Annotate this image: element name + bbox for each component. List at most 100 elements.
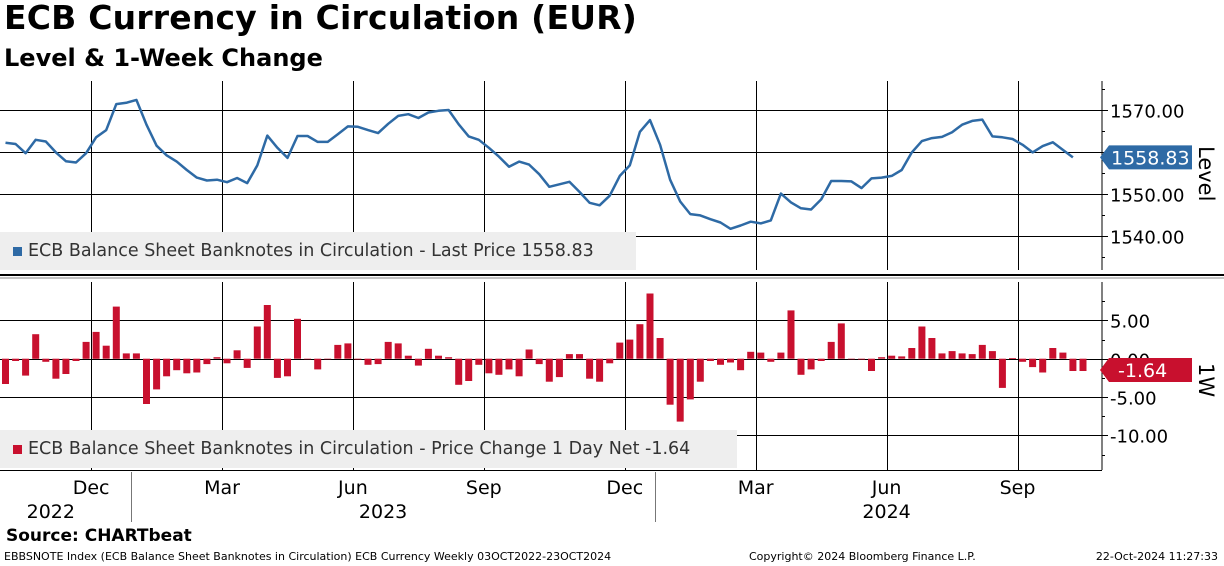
year-label: 2023	[359, 501, 407, 523]
bar-week-19	[193, 358, 201, 373]
bar-week-30	[304, 358, 312, 360]
copyright: Copyright© 2024 Bloomberg Finance L.P.	[749, 550, 976, 563]
change-axis-label: 1W	[1194, 363, 1218, 397]
legend-change: ECB Balance Sheet Banknotes in Circulati…	[0, 430, 737, 468]
bar-week-48	[485, 358, 493, 374]
change-last-box	[1100, 358, 1192, 382]
bar-week-61	[616, 342, 624, 359]
bar-week-83	[837, 323, 845, 359]
bar-week-23	[233, 350, 241, 359]
bar-week-73	[737, 358, 745, 371]
bar-week-84	[847, 358, 855, 360]
change-tick-label: -5.00	[1110, 389, 1157, 410]
bar-week-78	[787, 310, 795, 359]
bar-week-64	[646, 293, 654, 359]
bar-week-88	[888, 355, 896, 359]
bar-week-9	[92, 331, 100, 359]
bar-week-68	[686, 358, 694, 400]
bar-week-41	[414, 358, 422, 366]
bar-week-60	[606, 358, 614, 364]
change-last-value: -1.64	[1118, 360, 1167, 382]
bar-week-45	[455, 358, 463, 385]
bar-week-69	[696, 358, 704, 382]
bar-week-81	[817, 358, 825, 361]
legend-level-text: ECB Balance Sheet Banknotes in Circulati…	[28, 241, 594, 261]
change-tick-label: -10.00	[1110, 427, 1168, 448]
year-label: 2022	[27, 501, 75, 523]
bar-week-101	[1019, 358, 1027, 362]
month-label: Jun	[337, 477, 368, 499]
month-label: Sep	[466, 477, 502, 499]
bar-week-1	[12, 358, 20, 361]
bar-week-103	[1039, 358, 1047, 373]
bar-week-91	[918, 326, 926, 359]
bar-week-39	[394, 343, 402, 359]
bar-week-17	[173, 358, 181, 371]
change-bars	[2, 293, 1087, 422]
level-tick-label: 1570.00	[1110, 102, 1184, 123]
bar-week-66	[666, 358, 674, 405]
bar-week-16	[163, 358, 171, 377]
month-label: Dec	[73, 477, 110, 499]
bar-week-107	[1079, 358, 1087, 371]
bar-week-42	[424, 348, 432, 359]
level-axis-label: Level	[1194, 146, 1218, 201]
bar-week-29	[294, 318, 301, 359]
bar-week-52	[525, 349, 533, 359]
bar-week-35	[354, 358, 362, 360]
bar-week-51	[515, 358, 523, 377]
bar-week-86	[868, 358, 875, 371]
bar-week-36	[364, 358, 372, 365]
bar-week-75	[757, 352, 765, 359]
bar-week-98	[988, 351, 996, 359]
bar-week-82	[827, 341, 835, 359]
bar-week-8	[82, 341, 90, 359]
bar-week-40	[404, 355, 412, 359]
bar-week-80	[807, 358, 815, 370]
bar-week-28	[284, 358, 291, 377]
bar-week-5	[52, 358, 60, 379]
bar-week-20	[203, 358, 211, 365]
bar-week-106	[1069, 358, 1077, 371]
legend-change-swatch	[13, 444, 22, 454]
level-last-value: 1558.83	[1111, 147, 1190, 169]
bar-week-79	[797, 358, 805, 375]
bar-week-58	[586, 358, 594, 379]
x-axis: Dec Mar Jun Sep Dec Mar Jun Sep 2022 2023 2024	[27, 472, 1036, 523]
bar-week-43	[435, 355, 442, 359]
bar-week-33	[334, 344, 342, 359]
bar-week-74	[747, 351, 755, 359]
bar-week-85	[858, 358, 865, 360]
bar-week-2	[22, 358, 30, 376]
bar-week-7	[72, 358, 80, 361]
bar-week-12	[122, 353, 130, 359]
bar-week-96	[968, 354, 976, 359]
level-line	[5, 98, 1074, 231]
bar-week-102	[1029, 358, 1037, 368]
bar-week-21	[213, 357, 221, 359]
bar-week-97	[978, 344, 986, 359]
bar-week-57	[576, 354, 583, 359]
month-label: Sep	[1000, 477, 1036, 499]
bar-week-53	[535, 358, 543, 365]
month-label: Jun	[871, 477, 902, 499]
bar-week-32	[324, 358, 332, 360]
bar-week-15	[153, 358, 161, 390]
bar-week-104	[1049, 348, 1057, 359]
chart-subtitle: Level & 1-Week Change	[4, 44, 323, 72]
bar-week-70	[706, 358, 714, 361]
bar-week-14	[143, 358, 150, 404]
bar-week-27	[273, 358, 281, 378]
year-label: 2024	[862, 501, 910, 523]
bar-week-3	[32, 334, 40, 359]
bar-week-37	[374, 358, 382, 365]
bar-week-18	[183, 358, 191, 374]
source-note: Source: CHARTbeat	[6, 526, 192, 546]
right-axes: 1540.001550.001560.001570.00-10.00-5.000…	[1102, 89, 1184, 456]
bar-week-10	[102, 345, 110, 359]
change-tick-label: 5.00	[1110, 312, 1150, 333]
month-label: Dec	[606, 477, 643, 499]
bar-week-22	[223, 358, 231, 364]
bar-week-47	[475, 358, 483, 365]
